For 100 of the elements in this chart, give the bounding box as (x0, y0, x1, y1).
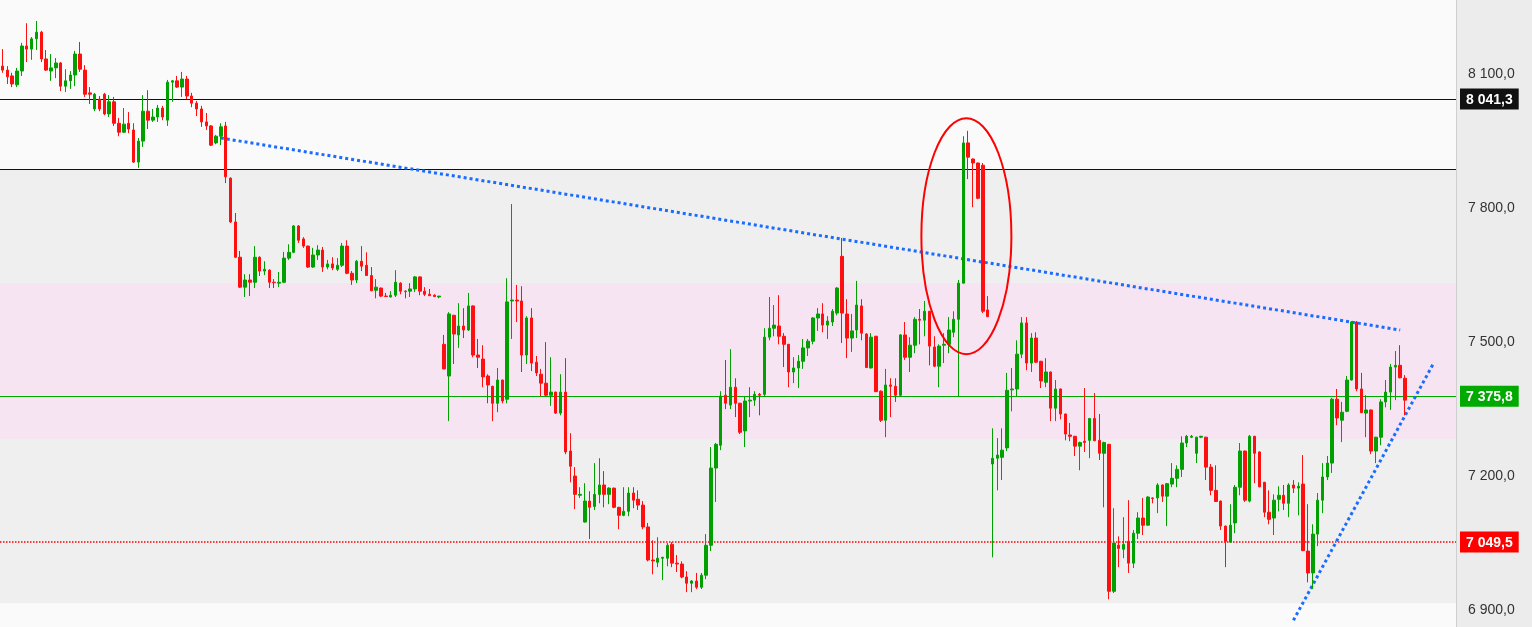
candlestick (602, 470, 606, 508)
candlestick (918, 308, 921, 345)
candlestick (758, 392, 761, 416)
candlestick (1272, 493, 1276, 536)
candlestick (865, 332, 868, 369)
candlestick (25, 22, 28, 63)
candlestick (98, 95, 101, 112)
candlestick (1044, 357, 1048, 388)
candlestick (695, 572, 698, 590)
candlestick (860, 298, 863, 341)
candlestick (622, 486, 625, 517)
candlestick (661, 556, 664, 581)
candlestick (966, 130, 970, 180)
candlestick (243, 273, 247, 298)
candlestick (355, 259, 358, 284)
candlestick (1127, 499, 1130, 574)
candlestick (1282, 484, 1285, 511)
candlestick (1297, 481, 1300, 516)
candlestick (656, 536, 659, 568)
candlestick (1078, 441, 1082, 471)
candlestick (64, 68, 67, 93)
candlestick (1224, 525, 1227, 568)
candlestick (175, 75, 179, 89)
candlestick (1083, 387, 1086, 453)
candlestick (399, 281, 402, 295)
candlestick (1161, 484, 1164, 503)
candlestick (1335, 388, 1339, 426)
candlestick (962, 135, 965, 285)
candlestick (258, 255, 261, 277)
candlestick (1156, 482, 1159, 514)
candlestick (1369, 409, 1373, 455)
candlestick (1059, 388, 1062, 420)
candlestick (1403, 374, 1407, 416)
candlestick (525, 315, 528, 365)
candlestick (598, 457, 601, 504)
candlestick (569, 432, 572, 483)
candlestick (331, 256, 334, 271)
ref-line-label: 7 049,5 (1466, 533, 1513, 550)
candlestick (437, 295, 441, 299)
candlestick (59, 61, 62, 92)
candlestick (554, 391, 557, 415)
candlestick (180, 71, 184, 98)
y-tick-label: 7 800,0 (1468, 198, 1515, 215)
candlestick (627, 486, 630, 517)
candlestick (171, 79, 174, 103)
candlestick (1321, 462, 1324, 514)
candlestick (1229, 503, 1232, 544)
candlestick (607, 486, 611, 505)
candlestick (1102, 441, 1106, 508)
candlestick (195, 100, 198, 117)
candlestick (1093, 392, 1096, 442)
candlestick (530, 307, 533, 372)
candlestick (588, 490, 591, 540)
candlestick (903, 321, 907, 361)
candlestick (1360, 372, 1363, 414)
candlestick (821, 302, 824, 333)
candlestick (1107, 443, 1111, 600)
candlestick (30, 36, 33, 61)
candlestick (583, 482, 587, 523)
candlestick (1146, 495, 1150, 527)
ref-line-label: 8 041,3 (1466, 91, 1513, 108)
candlestick (1025, 316, 1028, 371)
candlestick (370, 266, 373, 292)
candlestick (894, 377, 897, 403)
candlestick (501, 379, 504, 404)
candlestick (928, 310, 931, 366)
candlestick (1258, 450, 1261, 488)
candlestick (1253, 435, 1256, 484)
y-tick-label: 8 100,0 (1468, 64, 1515, 81)
candlestick (107, 94, 111, 118)
candlestick (1151, 496, 1154, 504)
candlestick (340, 242, 344, 268)
candlestick (666, 542, 669, 567)
candlestick (93, 92, 96, 112)
y-tick-label: 7 500,0 (1468, 332, 1515, 349)
candlestick (103, 92, 106, 116)
candlestick (991, 427, 994, 558)
candlestick (826, 315, 829, 340)
candlestick (122, 107, 126, 134)
candlestick (462, 307, 465, 339)
candlestick (564, 357, 567, 455)
ref-line-label: 7 375,8 (1466, 388, 1513, 405)
candlestick (1049, 371, 1052, 422)
candlestick (404, 289, 407, 299)
candlestick (578, 486, 582, 499)
candlestick (1243, 450, 1247, 503)
candlestick (1141, 497, 1145, 536)
candlestick (297, 224, 300, 244)
candlestick (428, 288, 431, 297)
candlestick (1117, 535, 1120, 568)
candlestick (161, 105, 164, 121)
candlestick (452, 314, 456, 365)
candlestick (73, 50, 77, 87)
candlestick (1248, 434, 1251, 503)
candlestick (146, 89, 150, 130)
candlestick (394, 269, 397, 298)
candlestick (792, 356, 795, 384)
candlestick (535, 355, 538, 377)
y-tick-label: 7 200,0 (1468, 466, 1515, 483)
candlestick (433, 293, 436, 298)
